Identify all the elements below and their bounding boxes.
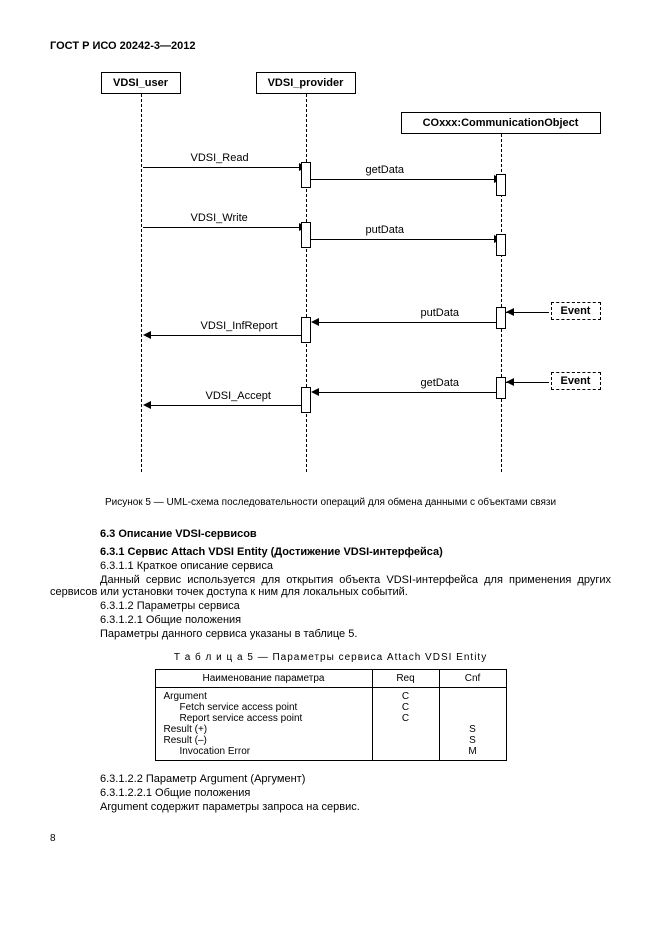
table-row-req: C	[381, 713, 431, 724]
activation-provider-3	[301, 317, 311, 343]
th-cnf: Cnf	[439, 670, 506, 688]
msg-write-label: VDSI_Write	[191, 212, 248, 224]
section-6-3: 6.3 Описание VDSI-сервисов	[100, 528, 611, 540]
table-row-name: Result (+)	[164, 724, 364, 735]
activation-provider-2	[301, 222, 311, 248]
section-6-3-1-2: 6.3.1.2 Параметры сервиса	[100, 600, 611, 612]
arrow-getdata1	[311, 179, 494, 180]
msg-accept-label: VDSI_Accept	[206, 390, 271, 402]
activation-co-3	[496, 307, 506, 329]
section-6-3-1-2-2-1: 6.3.1.2.2.1 Общие положения	[100, 787, 611, 799]
table-row-name: Fetch service access point	[164, 702, 298, 713]
participant-provider: VDSI_provider	[256, 72, 356, 94]
table-row-cnf: M	[448, 746, 498, 757]
table-row-cnf: S	[448, 735, 498, 746]
msg-putdata1-label: putData	[366, 224, 405, 236]
msg-getdata2-label: getData	[421, 377, 460, 389]
arrow-getdata2	[313, 392, 496, 393]
table-row-name: Report service access point	[164, 713, 303, 724]
uml-sequence-diagram: VDSI_user VDSI_provider COxxx:Communicat…	[61, 72, 601, 482]
activation-provider-1	[301, 162, 311, 188]
table-row-req: C	[381, 691, 431, 702]
table-row-name: Argument	[164, 691, 364, 702]
arrow-infreport	[145, 335, 301, 336]
th-name: Наименование параметра	[155, 670, 372, 688]
para-service-desc: Данный сервис используется для открытия …	[50, 574, 611, 598]
event-box-1: Event	[551, 302, 601, 320]
arrow-infreport-head	[143, 331, 151, 339]
table-row-req	[381, 735, 431, 746]
msg-read-label: VDSI_Read	[191, 152, 249, 164]
activation-co-2	[496, 234, 506, 256]
table-caption: Т а б л и ц а 5 — Параметры сервиса Atta…	[50, 652, 611, 663]
arrow-accept-head	[143, 401, 151, 409]
section-6-3-1-2-1: 6.3.1.2.1 Общие положения	[100, 614, 611, 626]
arrow-read	[143, 167, 299, 168]
msg-getdata1-label: getData	[366, 164, 405, 176]
arrow-putdata1	[311, 239, 494, 240]
th-req: Req	[372, 670, 439, 688]
arrow-accept	[145, 405, 301, 406]
participant-user: VDSI_user	[101, 72, 181, 94]
lifeline-provider	[306, 94, 307, 472]
table-row-req	[381, 746, 431, 757]
msg-putdata2-label: putData	[421, 307, 460, 319]
table-row-cnf	[448, 691, 498, 702]
section-6-3-1-2-2: 6.3.1.2.2 Параметр Argument (Аргумент)	[100, 773, 611, 785]
para-params: Параметры данного сервиса указаны в табл…	[100, 628, 611, 640]
arrow-event2-head	[506, 378, 514, 386]
msg-infreport-label: VDSI_InfReport	[201, 320, 278, 332]
arrow-event1-head	[506, 308, 514, 316]
table-row-cnf	[448, 702, 498, 713]
activation-co-4	[496, 377, 506, 399]
table-row-name: Invocation Error	[164, 746, 251, 757]
participant-co: COxxx:CommunicationObject	[401, 112, 601, 134]
param-table: Наименование параметра Req Cnf ArgumentF…	[155, 669, 507, 761]
arrow-putdata2	[313, 322, 496, 323]
page-header: ГОСТ Р ИСО 20242-3—2012	[50, 40, 611, 52]
activation-co-1	[496, 174, 506, 196]
figure-caption: Рисунок 5 — UML-схема последовательности…	[50, 497, 611, 508]
arrow-getdata2-head	[311, 388, 319, 396]
arrow-write	[143, 227, 299, 228]
table-row-cnf	[448, 713, 498, 724]
activation-provider-4	[301, 387, 311, 413]
page-number: 8	[50, 833, 611, 844]
table-row-cnf: S	[448, 724, 498, 735]
section-6-3-1-1: 6.3.1.1 Краткое описание сервиса	[100, 560, 611, 572]
table-row-req	[381, 724, 431, 735]
event-box-2: Event	[551, 372, 601, 390]
para-argument: Argument содержит параметры запроса на с…	[100, 801, 611, 813]
lifeline-user	[141, 94, 142, 472]
arrow-putdata2-head	[311, 318, 319, 326]
table-row-req: C	[381, 702, 431, 713]
table-row-name: Result (–)	[164, 735, 364, 746]
section-6-3-1: 6.3.1 Сервис Attach VDSI Entity (Достиже…	[100, 546, 611, 558]
